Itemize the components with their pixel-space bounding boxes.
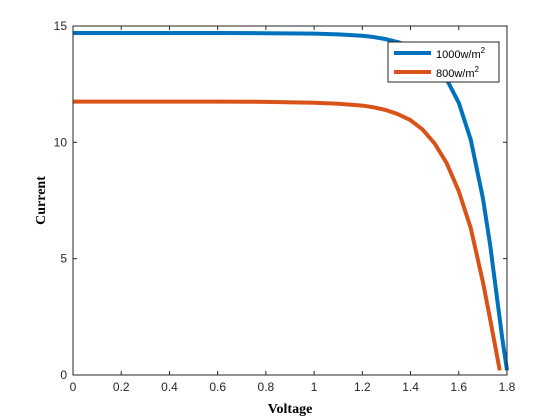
legend-superscript: 2	[481, 46, 486, 55]
series-line-2	[73, 99, 502, 371]
y-tick-label: 5	[60, 252, 67, 266]
y-tick-label: 0	[60, 368, 67, 382]
x-tick-label: 1.4	[402, 380, 419, 394]
legend-box	[387, 41, 500, 83]
legend-label-2: 800w/m2	[436, 65, 480, 80]
x-tick-label: 0.6	[209, 380, 226, 394]
x-tick-label: 1	[311, 380, 318, 394]
y-tick-label: 15	[54, 19, 68, 33]
x-tick-label: 1.8	[499, 380, 516, 394]
legend-label-1: 1000w/m2	[436, 46, 486, 61]
x-axis-label: Voltage	[268, 402, 313, 417]
x-tick-label: 0.8	[258, 380, 275, 394]
x-tick-label: 0.2	[113, 380, 130, 394]
axes-layer	[72, 25, 508, 376]
ticks-layer: 0 0.2 0.4 0.6 0.8 1 1.2 1.4 1.6 1.8 0 5 10 15	[54, 19, 516, 394]
plot-area	[73, 26, 507, 375]
legend-superscript: 2	[475, 65, 480, 74]
axes-box	[72, 25, 508, 376]
x-tick-label: 1.6	[450, 380, 467, 394]
x-tick-label: 0.4	[161, 380, 178, 394]
y-axis-label: Current	[34, 176, 49, 225]
x-tick-label: 0	[70, 380, 77, 394]
y-tick-label: 10	[54, 135, 68, 149]
x-tick-label: 1.2	[354, 380, 371, 394]
legend: 1000w/m2 800w/m2	[387, 41, 500, 83]
